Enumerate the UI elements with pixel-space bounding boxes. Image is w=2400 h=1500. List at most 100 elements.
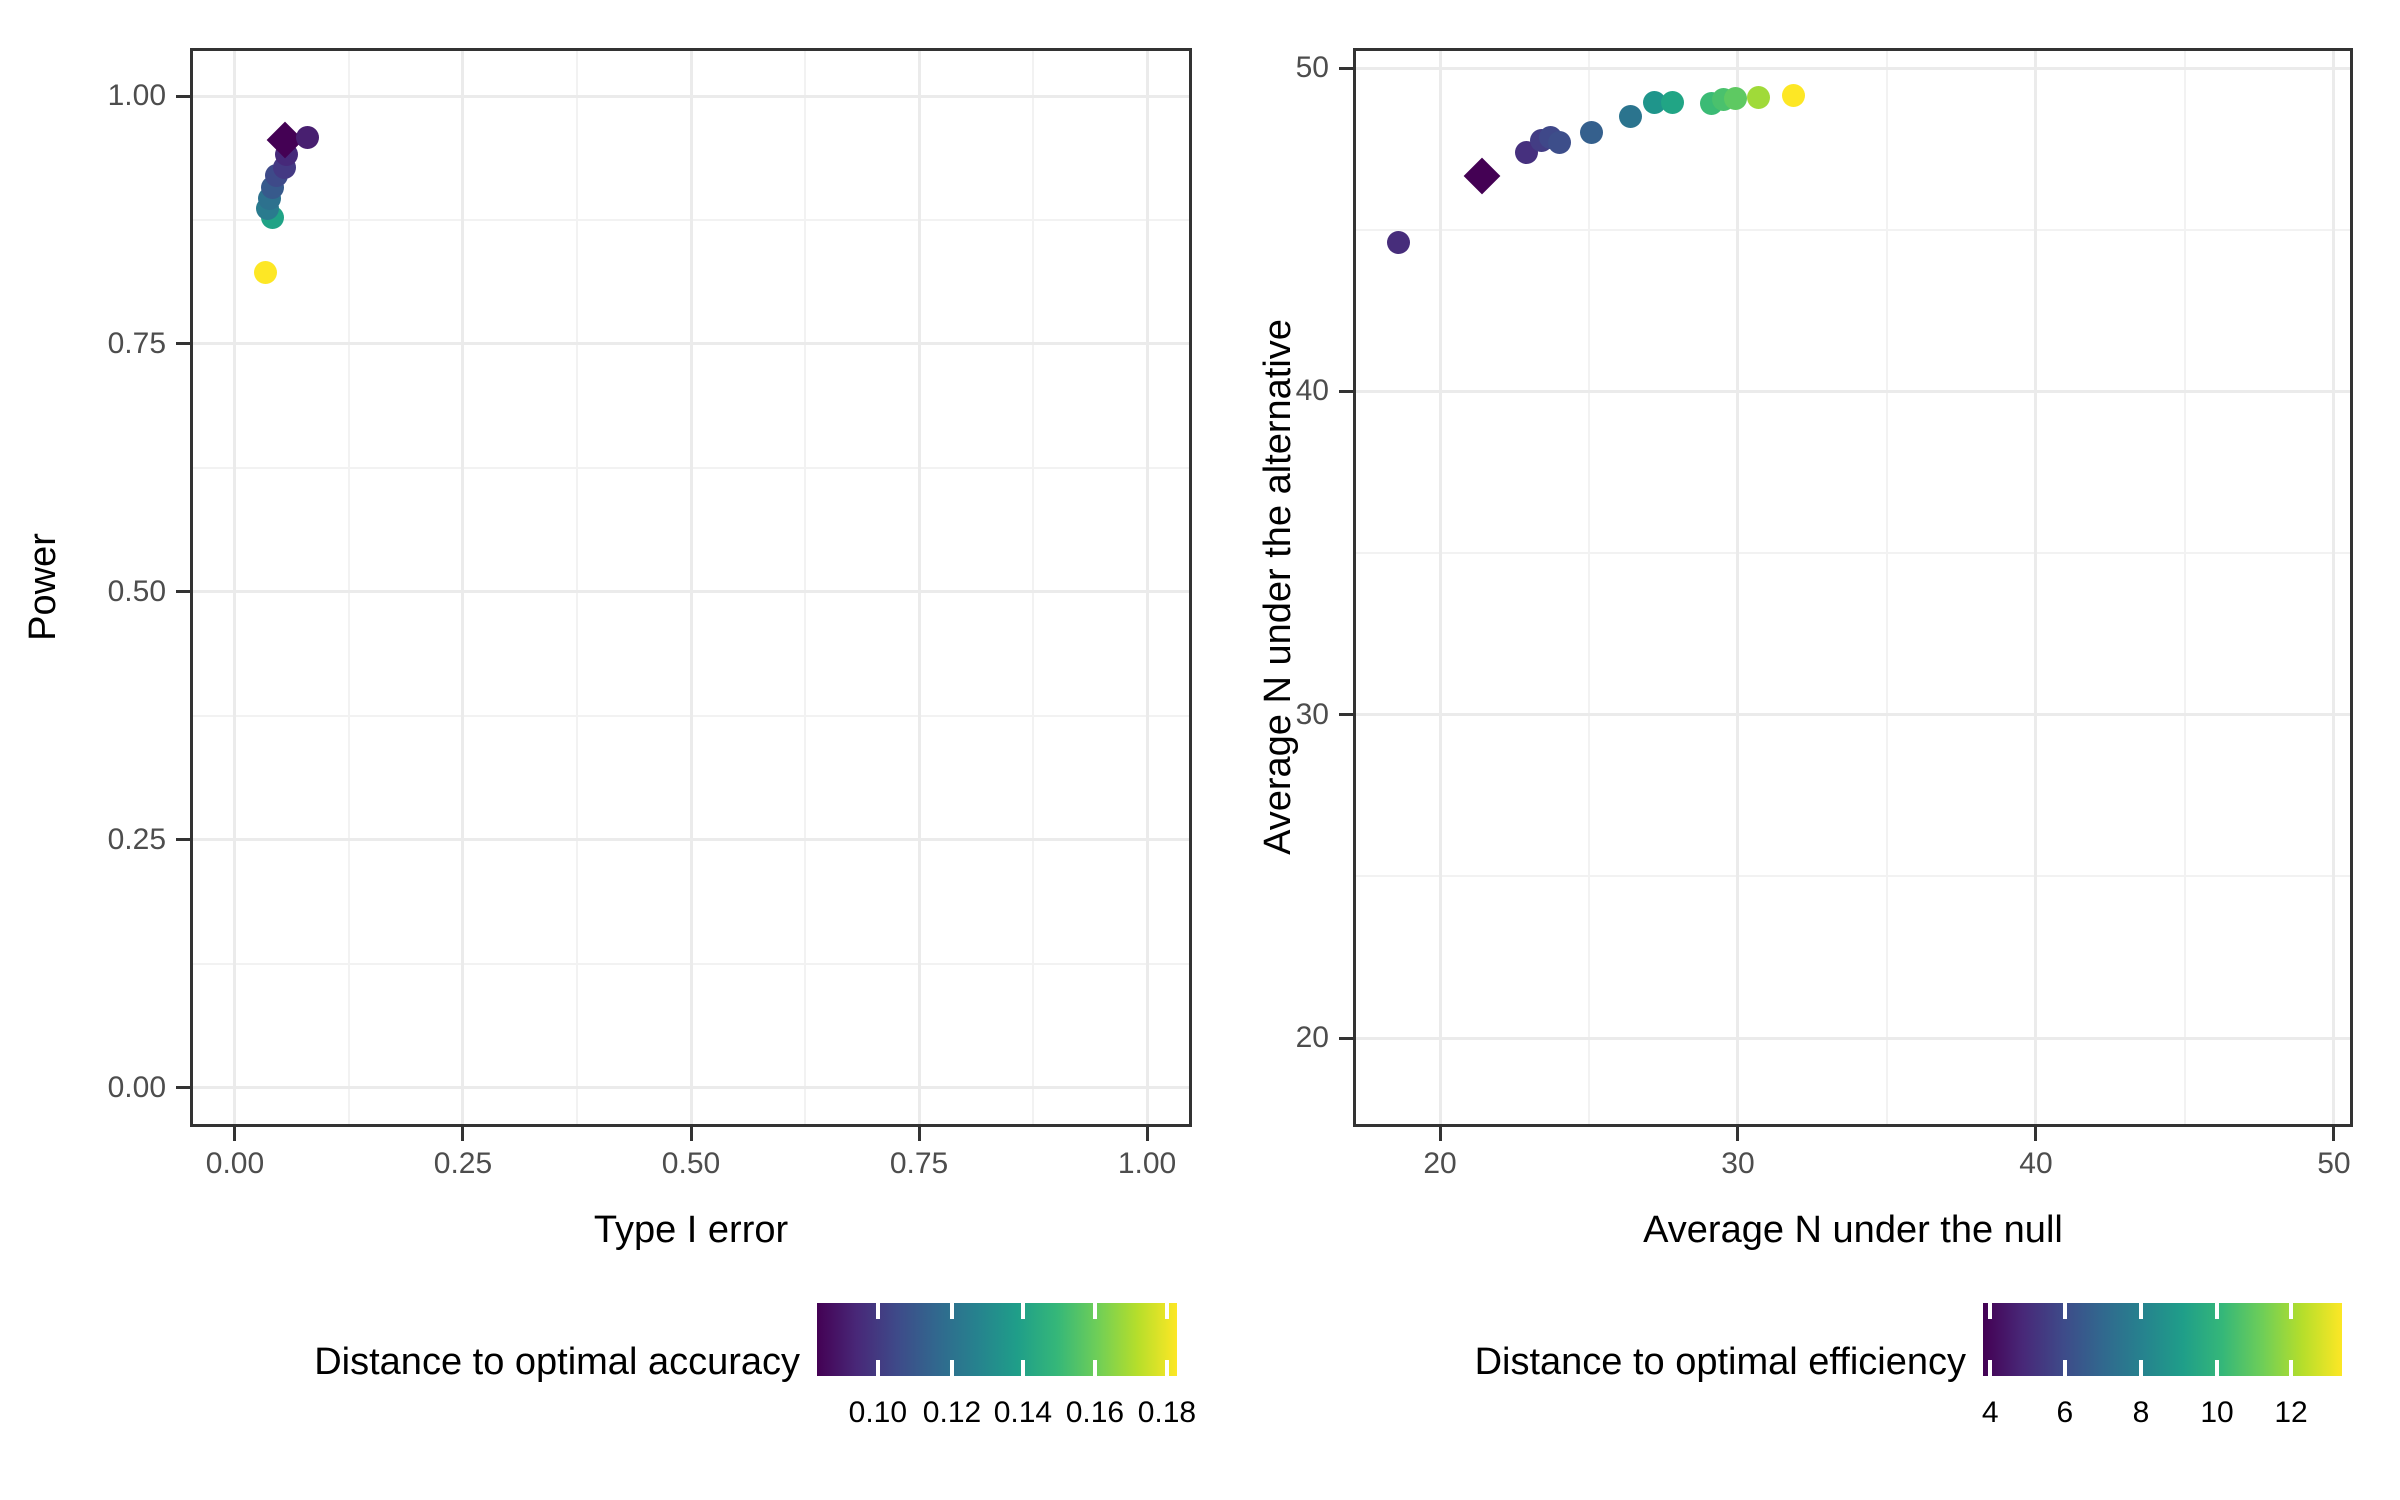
x-axis-tick-label: 30 — [1721, 1147, 1755, 1180]
colorbar-tick — [875, 1303, 880, 1319]
colorbar-tick — [2138, 1360, 2143, 1376]
y-major-gridline — [1356, 66, 2350, 70]
y-axis-tick-label: 50 — [1295, 51, 1329, 85]
y-axis-tick-label: 0.50 — [107, 574, 166, 608]
y-axis-tick-label: 0.75 — [107, 326, 166, 360]
x-axis-tick-label: 20 — [1423, 1147, 1457, 1180]
x-minor-gridline — [804, 51, 806, 1124]
y-axis-tick-label: 20 — [1295, 1021, 1329, 1055]
colorbar-tick — [2289, 1360, 2294, 1376]
y-major-gridline — [193, 342, 1189, 346]
x-axis-tick-label: 0.25 — [433, 1147, 493, 1180]
x-axis-tick-label: 50 — [2317, 1147, 2351, 1180]
colorbar-tick — [875, 1360, 880, 1376]
x-minor-gridline — [1885, 51, 1888, 1124]
y-major-gridline — [1356, 1036, 2350, 1040]
x-major-gridline — [1438, 51, 1442, 1124]
colorbar-tick-label: 4 — [1981, 1396, 1999, 1429]
data-point — [254, 261, 278, 285]
colorbar-tick-label: 8 — [2132, 1396, 2150, 1429]
colorbar-tick-label: 12 — [2274, 1396, 2308, 1429]
x-axis-tick-label: 40 — [2019, 1147, 2053, 1180]
x-minor-gridline — [2183, 51, 2186, 1124]
colorbar-tick — [2062, 1303, 2067, 1319]
y-major-gridline — [193, 94, 1189, 98]
colorbar-tick — [1988, 1360, 1993, 1376]
x-major-gridline — [2034, 51, 2038, 1124]
y-major-gridline — [193, 838, 1189, 842]
x-axis-tick-label: 0.50 — [661, 1147, 721, 1180]
x-axis-tick — [2034, 1127, 2038, 1141]
data-point — [1781, 83, 1805, 107]
y-axis-title-left: Power — [22, 533, 64, 641]
colorbar-tick-label: 6 — [2056, 1396, 2074, 1429]
data-point — [1547, 130, 1571, 154]
y-axis-tick — [176, 342, 190, 346]
data-point — [1643, 90, 1667, 114]
y-axis-title-right: Average N under the alternative — [1257, 319, 1299, 855]
colorbar-tick — [2062, 1360, 2067, 1376]
colorbar-accuracy — [817, 1303, 1177, 1376]
y-axis-tick — [1339, 713, 1353, 717]
x-minor-gridline — [347, 51, 350, 1124]
x-minor-gridline — [1587, 51, 1590, 1124]
colorbar-tick-label: 10 — [2200, 1396, 2234, 1429]
colorbar-efficiency — [1983, 1303, 2342, 1376]
x-major-gridline — [1736, 51, 1740, 1124]
x-major-gridline — [2332, 51, 2336, 1124]
x-axis-title-right: Average N under the null — [1643, 1209, 2063, 1251]
y-axis-tick-label: 30 — [1295, 697, 1329, 731]
colorbar-tick — [1988, 1303, 1993, 1319]
colorbar-tick-label: 0.10 — [848, 1396, 908, 1429]
colorbar-tick — [950, 1360, 954, 1376]
colorbar-tick — [1164, 1303, 1169, 1319]
data-point — [1747, 85, 1771, 109]
y-minor-gridline — [1356, 228, 2350, 231]
x-major-gridline — [1145, 51, 1149, 1124]
data-point — [1580, 121, 1604, 145]
y-major-gridline — [1356, 713, 2350, 717]
x-axis-tick-label: 0.75 — [889, 1147, 949, 1180]
colorbar-tick-label: 0.16 — [1065, 1396, 1125, 1429]
x-minor-gridline — [1032, 51, 1035, 1124]
y-axis-tick — [176, 94, 190, 98]
y-minor-gridline — [1356, 875, 2350, 878]
y-major-gridline — [193, 1086, 1189, 1090]
colorbar-tick — [2215, 1360, 2220, 1376]
y-axis-tick — [1339, 66, 1353, 70]
x-axis-tick — [1438, 1127, 1442, 1141]
colorbar-tick — [1020, 1360, 1025, 1376]
colorbar-tick — [1020, 1303, 1025, 1319]
legend-title-efficiency: Distance to optimal efficiency — [1474, 1341, 1966, 1383]
colorbar-tick — [1164, 1360, 1169, 1376]
x-axis-tick-label: 0.00 — [205, 1147, 265, 1180]
y-major-gridline — [193, 590, 1189, 594]
y-axis-tick-label: 1.00 — [107, 79, 166, 112]
data-point — [296, 126, 320, 150]
y-axis-tick — [176, 590, 190, 594]
x-minor-gridline — [575, 51, 578, 1124]
y-axis-tick — [176, 838, 190, 842]
x-major-gridline — [233, 51, 237, 1124]
colorbar-tick-label: 0.12 — [922, 1396, 982, 1429]
x-axis-tick — [461, 1127, 465, 1141]
x-axis-title-left: Type I error — [593, 1209, 789, 1251]
y-axis-tick — [176, 1086, 190, 1090]
x-axis-tick — [1145, 1127, 1149, 1141]
x-axis-tick — [1736, 1127, 1740, 1141]
y-axis-tick-label: 40 — [1295, 374, 1329, 408]
x-axis-tick — [917, 1127, 921, 1141]
panel-avg-n-null-vs-alternative — [1353, 48, 2353, 1127]
x-major-gridline — [689, 51, 693, 1124]
y-major-gridline — [1356, 389, 2350, 393]
legend-title-accuracy: Distance to optimal accuracy — [314, 1341, 800, 1383]
colorbar-tick — [1092, 1360, 1097, 1376]
x-major-gridline — [917, 51, 921, 1124]
data-point — [1723, 86, 1747, 110]
colorbar-tick-label: 0.14 — [993, 1396, 1053, 1429]
y-axis-tick — [1339, 389, 1353, 393]
colorbar-tick-label: 0.18 — [1137, 1396, 1197, 1429]
colorbar-tick — [2138, 1303, 2143, 1319]
colorbar-tick — [1092, 1303, 1097, 1319]
